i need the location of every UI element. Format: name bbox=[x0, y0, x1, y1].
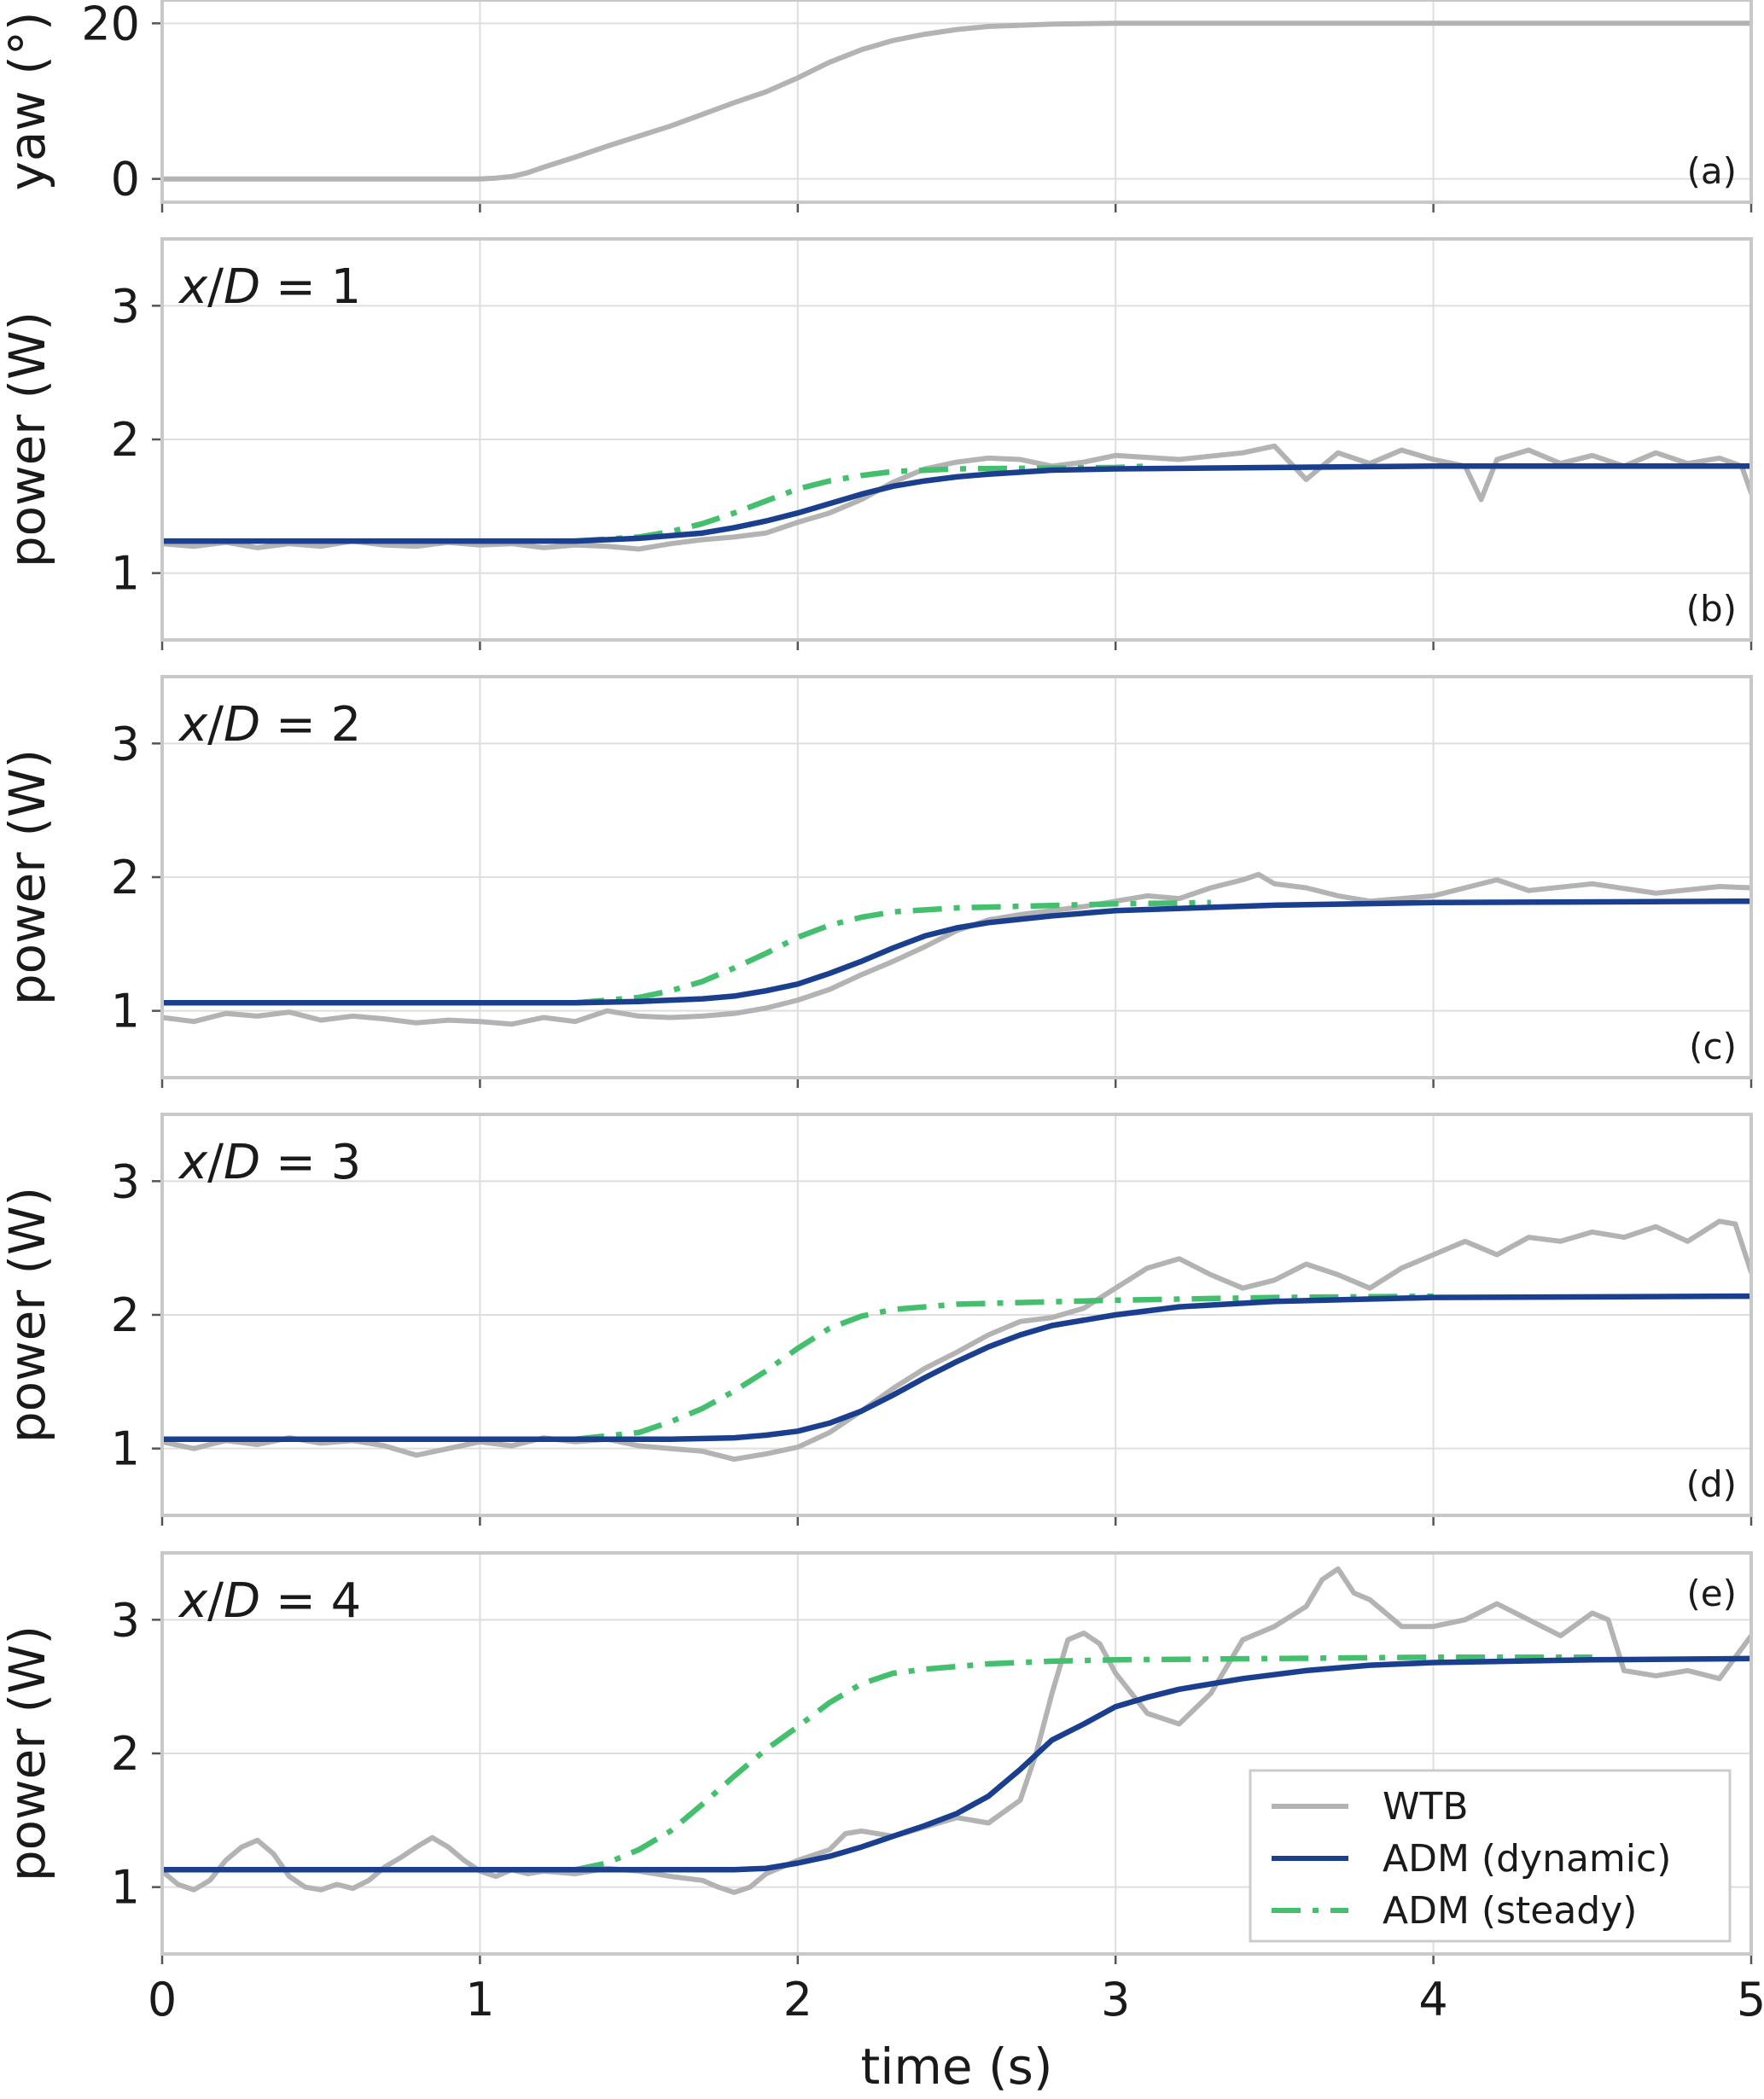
y-tick-label: 20 bbox=[81, 0, 140, 50]
series-line-adm-dynamic bbox=[162, 1293, 1751, 1442]
panel-d: 1 2 3 power (W) (d) x/D = 3 bbox=[0, 1113, 1753, 1526]
panel-title: x/D = 3 bbox=[178, 1135, 361, 1190]
y-axis-label: power (W) bbox=[0, 749, 56, 1005]
y-tick-label: 2 bbox=[111, 1288, 140, 1342]
y-tick-label: 1 bbox=[111, 1861, 140, 1915]
panel-frame bbox=[160, 1551, 1753, 1956]
series-line-adm-steady bbox=[574, 899, 1211, 1006]
series-line-adm-dynamic bbox=[162, 1655, 1751, 1873]
y-tick-label: 3 bbox=[111, 1154, 140, 1208]
series-line-adm-steady bbox=[574, 1293, 1434, 1442]
panel-frame bbox=[160, 0, 1753, 204]
panel-frame bbox=[160, 1113, 1753, 1517]
series-line-wtb bbox=[162, 443, 1751, 552]
y-tick-label: 2 bbox=[111, 851, 140, 904]
y-tick-label: 2 bbox=[111, 1727, 140, 1781]
panel-tag: (e) bbox=[1686, 1573, 1737, 1614]
y-tick-label: 3 bbox=[111, 717, 140, 770]
panel-a: 0 20 yaw (°) (a) bbox=[0, 0, 1753, 212]
panel-title: x/D = 2 bbox=[178, 697, 361, 753]
panel-e: 1 2 3 power (W) (e) x/D = 4 0 1 2 3 4 5 time (s) WTB A… bbox=[0, 1551, 1764, 2096]
x-axis-label: time (s) bbox=[861, 2038, 1053, 2095]
panel-tag: (b) bbox=[1686, 588, 1737, 630]
y-axis-label: power (W) bbox=[0, 1187, 56, 1443]
y-tick-label: 3 bbox=[111, 1593, 140, 1647]
y-tick-label: 3 bbox=[111, 279, 140, 333]
series-line-wtb bbox=[162, 1566, 1751, 1895]
y-axis-label: power (W) bbox=[0, 1625, 56, 1881]
x-tick-label: 0 bbox=[148, 1973, 177, 2026]
x-tick-label: 5 bbox=[1737, 1973, 1764, 2026]
y-tick-label: 1 bbox=[111, 985, 140, 1038]
legend-label: ADM (steady) bbox=[1383, 1889, 1637, 1933]
panel-title: x/D = 1 bbox=[178, 259, 361, 315]
legend: WTB ADM (dynamic) ADM (steady) bbox=[1249, 1769, 1732, 1943]
panel-frame bbox=[160, 237, 1753, 642]
legend-label: WTB bbox=[1383, 1785, 1469, 1829]
y-tick-label: 0 bbox=[111, 153, 140, 206]
series-line-adm-dynamic bbox=[162, 898, 1751, 1006]
series-line-wtb bbox=[162, 871, 1751, 1027]
x-tick-label: 2 bbox=[783, 1973, 812, 2026]
legend-label: ADM (dynamic) bbox=[1383, 1837, 1671, 1881]
y-tick-label: 1 bbox=[111, 1422, 140, 1476]
y-tick-label: 1 bbox=[111, 547, 140, 601]
y-tick-label: 2 bbox=[111, 413, 140, 467]
series-line-adm-steady bbox=[574, 463, 1148, 544]
x-tick-label: 1 bbox=[465, 1973, 494, 2026]
panel-tag: (a) bbox=[1686, 150, 1737, 192]
panel-c: 1 2 3 power (W) (c) x/D = 2 bbox=[0, 675, 1753, 1088]
panel-b: 1 2 3 power (W) (b) x/D = 1 bbox=[0, 237, 1753, 650]
series-line-wtb bbox=[162, 1218, 1751, 1462]
panel-frame bbox=[160, 675, 1753, 1079]
panel-tag: (c) bbox=[1689, 1026, 1737, 1067]
y-axis-label: yaw (°) bbox=[0, 12, 56, 191]
x-tick-label: 3 bbox=[1101, 1973, 1130, 2026]
series-line-wtb bbox=[162, 20, 1751, 182]
panel-tag: (d) bbox=[1686, 1463, 1737, 1505]
series-line-adm-dynamic bbox=[162, 463, 1751, 544]
x-tick-label: 4 bbox=[1418, 1973, 1447, 2026]
y-axis-label: power (W) bbox=[0, 311, 56, 567]
panel-title: x/D = 4 bbox=[178, 1573, 361, 1629]
